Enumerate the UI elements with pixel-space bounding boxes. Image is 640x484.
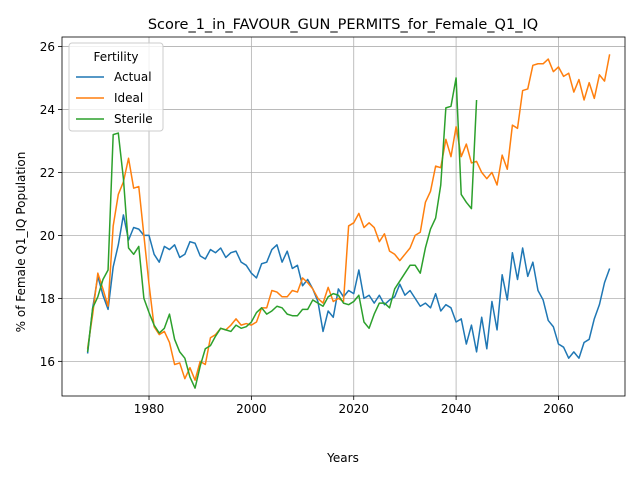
x-axis-ticks: 1980 2000 2020 2040 2060 (134, 396, 574, 416)
y-tick-label: 16 (40, 355, 55, 369)
legend-box (68, 42, 164, 132)
y-tick-label: 22 (40, 166, 55, 180)
y-tick-label: 18 (40, 292, 55, 306)
x-tick-label: 2060 (543, 402, 574, 416)
x-tick-label: 1980 (134, 402, 165, 416)
series-lines (86, 54, 611, 389)
legend-entries: Actual Ideal Sterile (76, 70, 153, 126)
legend-title: Fertility (93, 50, 138, 64)
series-line-actual (86, 214, 611, 359)
legend-label-ideal: Ideal (114, 91, 143, 105)
series-line-sterile (86, 77, 478, 389)
legend-label-actual: Actual (114, 70, 152, 84)
y-tick-label: 26 (40, 40, 55, 54)
x-tick-label: 2020 (338, 402, 369, 416)
series-line-ideal (86, 54, 611, 381)
x-tick-label: 2000 (236, 402, 267, 416)
y-tick-label: 20 (40, 229, 55, 243)
grid-lines (62, 37, 625, 396)
y-axis-ticks: 16 18 20 22 24 26 (40, 40, 62, 369)
x-tick-label: 2040 (441, 402, 472, 416)
legend: Fertility Actual Ideal Sterile (68, 42, 164, 132)
y-axis-label: % of Female Q1_IQ Population (14, 152, 28, 333)
chart-title: Score_1_in_FAVOUR_GUN_PERMITS_for_Female… (148, 17, 538, 33)
x-axis-label: Years (326, 451, 359, 465)
y-tick-label: 24 (40, 103, 55, 117)
plot-area-frame (61, 36, 626, 397)
legend-label-sterile: Sterile (114, 112, 153, 126)
